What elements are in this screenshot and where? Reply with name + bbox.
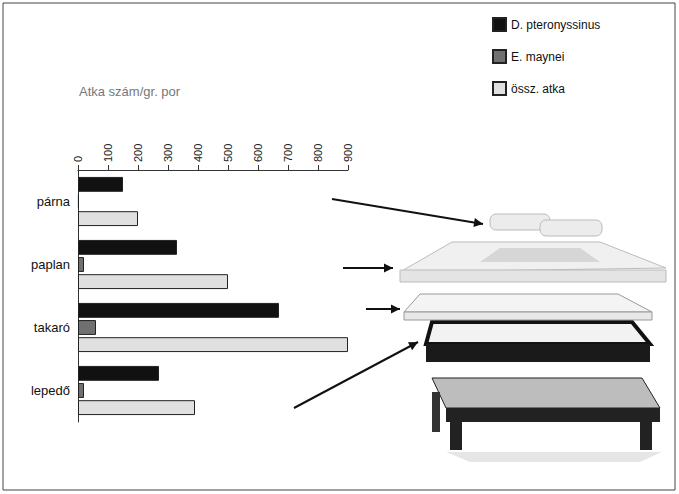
svg-text:500: 500 — [222, 144, 234, 162]
svg-text:párna: párna — [37, 194, 71, 209]
svg-text:takaró: takaró — [34, 320, 70, 335]
svg-text:900: 900 — [342, 144, 354, 162]
svg-text:lepedő: lepedő — [31, 383, 70, 398]
svg-text:D. pteronyssinus: D. pteronyssinus — [511, 18, 600, 32]
svg-text:700: 700 — [282, 144, 294, 162]
svg-text:Atka szám/gr. por: Atka szám/gr. por — [79, 84, 181, 99]
svg-text:800: 800 — [312, 144, 324, 162]
svg-text:E. maynei: E. maynei — [511, 50, 564, 64]
svg-text:100: 100 — [102, 144, 114, 162]
svg-text:200: 200 — [132, 144, 144, 162]
svg-text:paplan: paplan — [31, 257, 70, 272]
svg-text:0: 0 — [72, 156, 84, 162]
svg-text:400: 400 — [192, 144, 204, 162]
svg-text:600: 600 — [252, 144, 264, 162]
svg-text:300: 300 — [162, 144, 174, 162]
svg-text:össz. atka: össz. atka — [511, 82, 565, 96]
